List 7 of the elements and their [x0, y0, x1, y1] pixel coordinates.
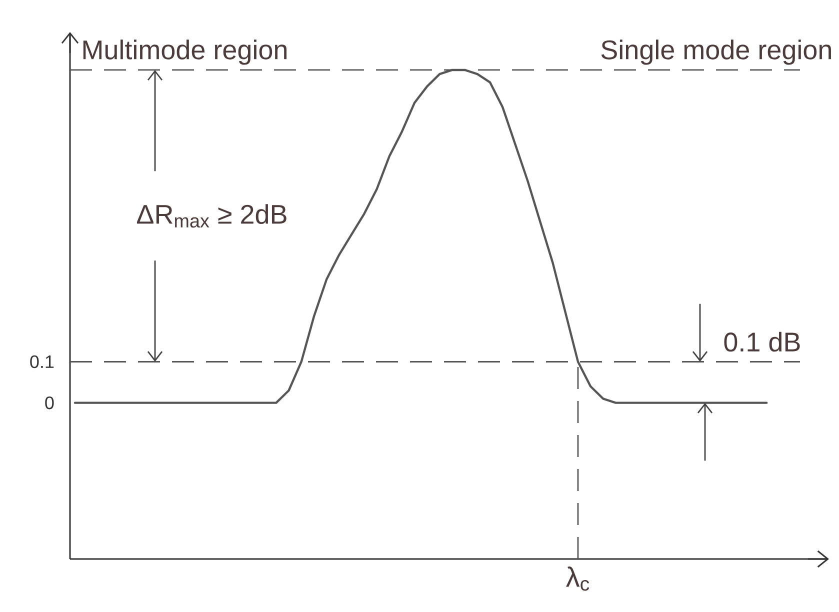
annotation: ΔR$_{max}$ ≥ 2dB	[137, 204, 286, 228]
annotation: Multimode region	[83, 40, 286, 65]
x-tick-label: λ$_{c}$	[566, 566, 590, 591]
y-tick-label: 0.1	[30, 355, 54, 368]
annotation: Single mode region	[601, 40, 831, 65]
annotation: 0.1 dB	[724, 332, 800, 352]
y-tick-label: 0	[45, 396, 54, 410]
